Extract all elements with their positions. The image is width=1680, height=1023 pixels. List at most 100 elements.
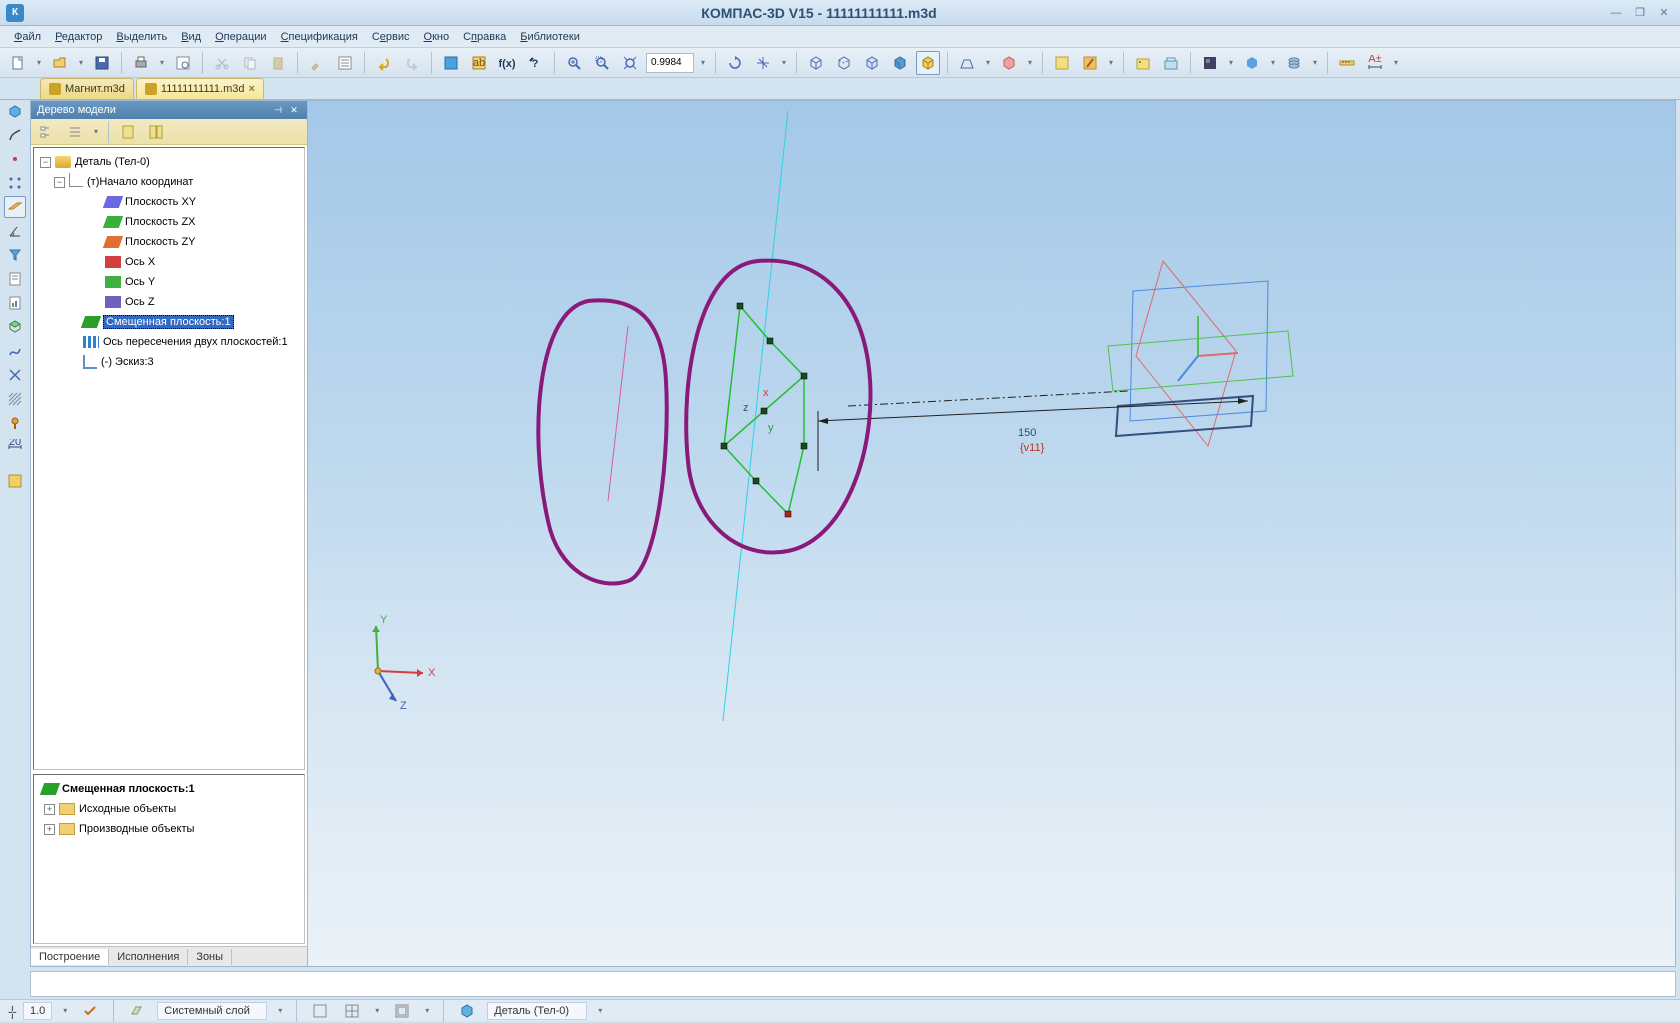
tree-root[interactable]: −Деталь (Тел-0) (36, 152, 302, 172)
zoom-value-input[interactable] (646, 53, 694, 73)
color-button[interactable] (1240, 51, 1264, 75)
minimize-button[interactable]: — (1606, 6, 1626, 20)
menu-вид[interactable]: Вид (175, 29, 207, 45)
doc-tab[interactable]: Магнит.m3d (40, 78, 134, 99)
menu-спецификация[interactable]: Спецификация (275, 29, 364, 45)
vtool-report-icon[interactable] (4, 292, 26, 314)
new-file-dropdown[interactable]: ▾ (34, 58, 44, 67)
tree-selected-item[interactable]: Смещенная плоскость:1 (38, 779, 300, 799)
brush-button[interactable] (305, 51, 329, 75)
status-detail-dropdown[interactable]: ▾ (595, 1006, 605, 1015)
viewport-3d[interactable]: 150{v11}xyzXYZ (308, 100, 1676, 967)
rotate-button[interactable] (723, 51, 747, 75)
texture-dropdown[interactable]: ▾ (1226, 58, 1236, 67)
vtool-spec-icon[interactable] (4, 268, 26, 290)
doc-tab-close[interactable]: × (249, 83, 255, 95)
status-layer-icon[interactable] (125, 999, 149, 1023)
dimension-button[interactable]: A± (1363, 51, 1387, 75)
vtool-dim-icon[interactable]: 20 (4, 436, 26, 458)
undo-button[interactable] (372, 51, 396, 75)
status-detail-icon[interactable] (455, 999, 479, 1023)
rebuild-button[interactable] (1159, 51, 1183, 75)
section-button[interactable] (997, 51, 1021, 75)
viewport-canvas[interactable]: 150{v11}xyzXYZ (308, 101, 1368, 731)
vtool-x-icon[interactable] (4, 364, 26, 386)
menu-окно[interactable]: Окно (418, 29, 456, 45)
status-grid1-icon[interactable] (308, 999, 332, 1023)
vtool-angle-icon[interactable] (4, 220, 26, 242)
layers-button[interactable] (1282, 51, 1306, 75)
no-hidden-button[interactable] (860, 51, 884, 75)
new-file-button[interactable] (6, 51, 30, 75)
print-dropdown[interactable]: ▾ (157, 58, 167, 67)
vtool-pin-icon[interactable] (4, 412, 26, 434)
tree-display-button[interactable] (35, 120, 59, 144)
tree-axis-z[interactable]: Ось Z (36, 292, 302, 312)
status-layer[interactable]: Системный слой (157, 1002, 267, 1020)
sketch-mode-button[interactable] (1131, 51, 1155, 75)
zoom-in-button[interactable] (562, 51, 586, 75)
status-detail[interactable]: Деталь (Тел-0) (487, 1002, 587, 1020)
paste-button[interactable] (266, 51, 290, 75)
tree-pin-button[interactable]: ⊣ (271, 103, 285, 117)
status-grid2-icon[interactable] (340, 999, 364, 1023)
open-file-dropdown[interactable]: ▾ (76, 58, 86, 67)
variables-button[interactable]: ab (467, 51, 491, 75)
help-button[interactable]: ? (523, 51, 547, 75)
close-button[interactable]: ✕ (1654, 6, 1674, 20)
copy-button[interactable] (238, 51, 262, 75)
tree-derived-objects[interactable]: +Производные объекты (38, 819, 300, 839)
tree-mode2-button[interactable] (144, 120, 168, 144)
menu-справка[interactable]: Справка (457, 29, 512, 45)
tree-tab[interactable]: Зоны (188, 949, 232, 965)
perspective-button[interactable] (955, 51, 979, 75)
tree-axis-x[interactable]: Ось X (36, 252, 302, 272)
color-dropdown[interactable]: ▾ (1268, 58, 1278, 67)
section-dropdown[interactable]: ▾ (1025, 58, 1035, 67)
vtool-plane-icon[interactable] (4, 196, 26, 218)
status-layer-dropdown[interactable]: ▾ (275, 1006, 285, 1015)
menu-операции[interactable]: Операции (209, 29, 272, 45)
vtool-curve-icon[interactable] (4, 340, 26, 362)
orient-dropdown[interactable]: ▾ (779, 58, 789, 67)
cut-button[interactable] (210, 51, 234, 75)
texture-button[interactable] (1198, 51, 1222, 75)
tree-filter-button[interactable] (63, 120, 87, 144)
tree-mode1-button[interactable] (116, 120, 140, 144)
vtool-line-icon[interactable] (4, 124, 26, 146)
group1-button[interactable] (1050, 51, 1074, 75)
vtool-point-icon[interactable] (4, 148, 26, 170)
vtool-filter-icon[interactable] (4, 244, 26, 266)
tree-plane-zx[interactable]: Плоскость ZX (36, 212, 302, 232)
properties-button[interactable] (333, 51, 357, 75)
print-preview-button[interactable] (171, 51, 195, 75)
menu-файл[interactable]: Файл (8, 29, 47, 45)
vtool-array-icon[interactable] (4, 172, 26, 194)
measure-button[interactable] (1335, 51, 1359, 75)
status-grid3-dropdown[interactable]: ▾ (422, 1006, 432, 1015)
print-button[interactable] (129, 51, 153, 75)
tree-intersection-axis[interactable]: Ось пересечения двух плоскостей:1 (36, 332, 302, 352)
tree-tab[interactable]: Построение (31, 949, 109, 965)
menu-выделить[interactable]: Выделить (110, 29, 173, 45)
zoom-fit-button[interactable] (618, 51, 642, 75)
shaded-button[interactable] (888, 51, 912, 75)
perspective-dropdown[interactable]: ▾ (983, 58, 993, 67)
zoom-window-button[interactable] (590, 51, 614, 75)
redo-button[interactable] (400, 51, 424, 75)
status-grid3-icon[interactable] (390, 999, 414, 1023)
open-file-button[interactable] (48, 51, 72, 75)
fx-button[interactable]: f(x) (495, 51, 519, 75)
tree-src-objects[interactable]: +Исходные объекты (38, 799, 300, 819)
tree-tab[interactable]: Исполнения (109, 949, 188, 965)
menu-сервис[interactable]: Сервис (366, 29, 416, 45)
zoom-dropdown[interactable]: ▾ (698, 58, 708, 67)
wireframe-button[interactable] (804, 51, 828, 75)
save-button[interactable] (90, 51, 114, 75)
status-coord-dropdown[interactable]: ▾ (60, 1006, 70, 1015)
hidden-lines-button[interactable] (832, 51, 856, 75)
tree-origin[interactable]: −(т)Начало координат (36, 172, 302, 192)
vtool-render-icon[interactable] (4, 470, 26, 492)
menu-библиотеки[interactable]: Библиотеки (514, 29, 586, 45)
tree-axis-y[interactable]: Ось Y (36, 272, 302, 292)
